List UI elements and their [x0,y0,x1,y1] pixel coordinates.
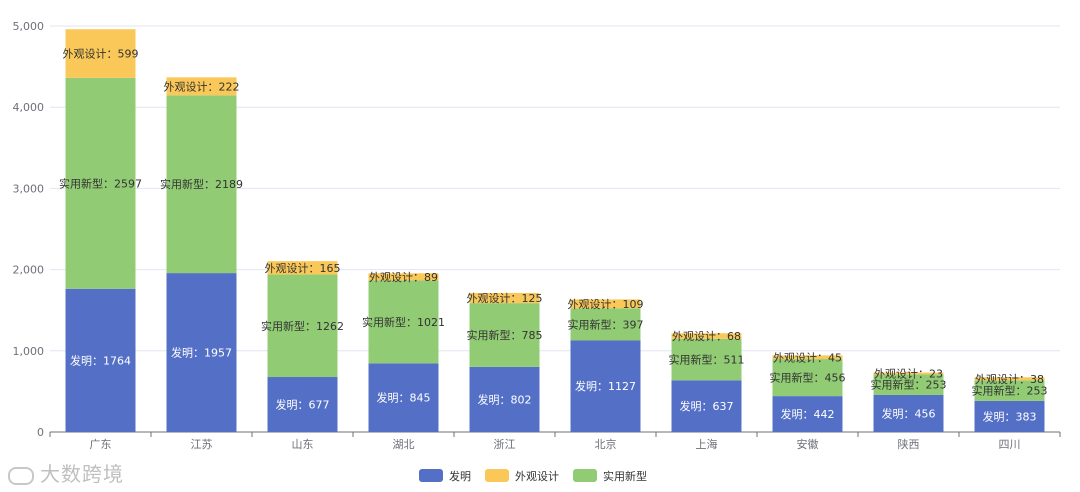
bar-segment [570,340,641,432]
data-label: 外观设计：23 [874,367,943,380]
data-label: 外观设计：109 [568,298,644,311]
brand-text: 大数跨境 [40,462,124,486]
data-label: 实用新型：456 [770,371,846,385]
brand-watermark: 大数跨境 [8,458,124,487]
bar-segment [368,273,439,281]
bar-segment [65,288,136,432]
brand-logo-icon [8,466,34,485]
y-tick-label: 2,000 [13,264,45,277]
data-label: 外观设计：599 [63,48,139,61]
data-label: 发明：1764 [70,353,131,367]
bar-segment [671,380,742,432]
bar-segment [772,396,843,432]
data-label: 实用新型：1021 [362,315,445,329]
legend-label: 发明 [449,469,471,483]
data-label: 实用新型：397 [568,317,644,331]
data-label: 发明：637 [680,399,734,413]
bar-segment [873,394,944,432]
y-tick-label: 3,000 [13,182,45,195]
bar-segment [267,261,338,275]
data-label: 外观设计：68 [672,330,741,343]
data-label: 实用新型：1262 [261,319,344,333]
data-label: 实用新型：253 [972,384,1048,398]
bar-segment [267,377,338,432]
data-label: 外观设计：165 [265,262,341,275]
data-label: 实用新型：2597 [59,176,142,190]
bar-segment [974,377,1045,381]
bar-segment [671,338,742,381]
bar-segment [166,273,237,432]
bar-segment [469,292,540,304]
legend-swatch [485,469,509,482]
bar-segment [772,359,843,397]
x-tick-label: 浙江 [494,438,516,451]
data-label: 发明：802 [478,392,532,406]
x-tick-label: 上海 [696,437,718,451]
x-tick-label: 北京 [595,437,617,451]
x-tick-label: 江苏 [191,438,213,451]
y-tick-label: 1,000 [13,345,45,358]
data-label: 外观设计：125 [467,292,543,305]
bar-segment [974,380,1045,401]
data-label: 发明：383 [983,409,1037,423]
y-tick-label: 4,000 [13,101,45,114]
x-tick-label: 四川 [999,438,1021,451]
bar-segment [166,95,237,274]
data-label: 外观设计：222 [164,80,240,93]
data-label: 发明：456 [882,406,936,420]
data-label: 发明：677 [276,398,330,412]
legend-label: 外观设计 [515,470,559,483]
x-tick-label: 山东 [292,438,314,451]
data-label: 实用新型：253 [871,378,947,392]
data-label: 外观设计：38 [975,373,1044,386]
data-label: 发明：845 [377,391,431,405]
bar-segment [873,372,944,375]
bar-segment [65,29,136,78]
y-tick-label: 5,000 [13,20,45,33]
x-tick-label: 广东 [90,438,112,451]
x-tick-label: 陕西 [898,437,920,451]
bar-segment [974,400,1045,432]
bar-segment [570,299,641,309]
data-label: 外观设计：89 [369,271,438,284]
bar-segment [368,280,439,364]
x-tick-label: 湖北 [393,438,415,451]
bar-segment [65,77,136,289]
bar-segment [166,77,237,96]
legend-swatch [573,469,597,482]
legend-label: 实用新型 [603,469,647,483]
bar-segment [570,308,641,341]
bar-segment [873,374,944,395]
data-label: 外观设计：45 [773,351,842,364]
legend-swatch [419,469,443,482]
bar-segment [267,274,338,378]
bar-segment [469,366,540,432]
bar-segment [469,303,540,367]
bar-segment [772,355,843,360]
data-label: 实用新型：785 [467,328,543,342]
data-label: 发明：1127 [575,379,636,393]
data-label: 发明：442 [781,407,835,421]
data-label: 实用新型：511 [669,353,745,367]
bar-segment [671,333,742,339]
data-label: 发明：1957 [171,346,232,360]
data-label: 实用新型：2189 [160,177,243,191]
x-tick-label: 安徽 [797,437,819,451]
bar-segment [368,363,439,432]
y-tick-label: 0 [37,426,44,439]
